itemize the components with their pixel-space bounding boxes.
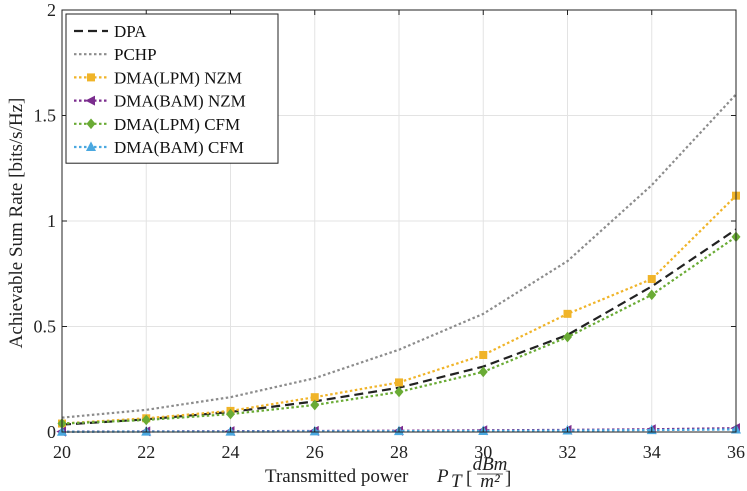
legend-item-dma-lpm-nzm: DMA(LPM) NZM: [74, 68, 242, 87]
y-tick-label: 2: [47, 0, 56, 20]
x-tick-label: 24: [222, 442, 240, 462]
series-line-dma-lpm-cfm: [61, 235, 737, 425]
legend-label: DPA: [114, 22, 147, 41]
x-tick-label: 26: [306, 442, 324, 462]
data-point-dma-lpm-cfm: [225, 408, 236, 420]
legend-item-pchp: PCHP: [74, 45, 157, 64]
legend-label: DMA(BAM) NZM: [114, 92, 246, 111]
legend-swatch-marker: [86, 118, 96, 130]
legend-label: DMA(LPM) NZM: [114, 68, 242, 87]
legend-swatch-marker: [87, 73, 95, 82]
x-tick-label: 22: [137, 442, 155, 462]
legend-label: PCHP: [114, 45, 157, 64]
legend-label: DMA(LPM) CFM: [114, 115, 240, 134]
y-tick-label: 1: [47, 211, 56, 231]
x-axis-label-subscript: T: [451, 471, 463, 491]
x-tick-label: 32: [559, 442, 577, 462]
y-tick-label: 0.5: [34, 317, 57, 337]
y-axis-label: Achievable Sum Rate [bits/s/Hz]: [6, 98, 27, 349]
series-line-pchp: [61, 93, 737, 419]
legend-item-dma-bam-cfm: DMA(BAM) CFM: [74, 138, 244, 157]
legend-item-dpa: DPA: [74, 22, 147, 41]
series-pchp: [61, 93, 737, 419]
data-point-dma-lpm-cfm: [562, 331, 573, 343]
data-point-dma-lpm-cfm: [310, 399, 320, 411]
legend-item-dma-bam-nzm: DMA(BAM) NZM: [74, 92, 246, 111]
x-axis-unit-numerator: dBm: [473, 454, 508, 475]
data-point-dma-lpm-cfm: [141, 414, 151, 426]
y-tick-label: 0: [47, 422, 56, 442]
y-tick-label: 1.5: [34, 106, 57, 126]
legend-box: [65, 13, 279, 164]
x-tick-label: 20: [53, 442, 71, 462]
legend-label: DMA(BAM) CFM: [114, 138, 244, 157]
data-point-dma-lpm-nzm: [647, 275, 656, 284]
data-point-dma-lpm-cfm: [478, 366, 488, 378]
x-axis-label-bracket-open: [: [466, 468, 472, 489]
x-axis-label-symbol: P: [436, 466, 449, 487]
data-point-dma-lpm-nzm: [310, 393, 319, 402]
legend-swatch-marker: [85, 141, 97, 151]
legend: DPA PCHP DMA(LPM) NZM DMA(BAM) NZM DMA(LPM) …: [65, 13, 279, 164]
data-point-dma-lpm-nzm: [563, 309, 572, 318]
data-point-dma-lpm-cfm: [394, 386, 404, 398]
data-point-dma-lpm-nzm: [395, 378, 403, 387]
x-tick-label: 36: [727, 442, 745, 462]
x-tick-label: 28: [390, 442, 408, 462]
x-axis-label-bracket-close: ]: [505, 468, 511, 489]
x-axis-label: Transmitted power P T [ dBm m² ]: [265, 454, 511, 491]
x-tick-label: 30: [474, 442, 492, 462]
legend-item-dma-lpm-cfm: DMA(LPM) CFM: [74, 115, 240, 134]
legend-swatch-marker: [85, 95, 95, 106]
x-axis-unit-denominator: m²: [480, 471, 500, 491]
x-axis-label-text: Transmitted power: [265, 466, 409, 487]
data-point-dma-lpm-nzm: [479, 350, 488, 359]
axis-ticks: 20 22 24 26 28 30 32 34 36 0 0.5 1 1.5 2: [34, 0, 746, 462]
x-tick-label: 34: [643, 442, 661, 462]
data-point-dma-lpm-cfm: [647, 289, 657, 301]
